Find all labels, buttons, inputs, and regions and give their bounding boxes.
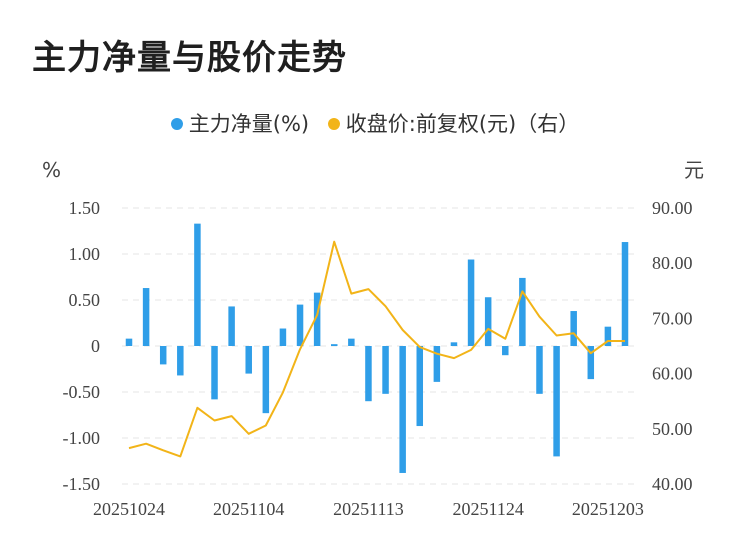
bar xyxy=(211,346,218,400)
x-tick-label: 20251024 xyxy=(93,499,165,519)
x-tick-label: 20251203 xyxy=(572,499,644,519)
bar xyxy=(433,346,441,382)
line-series xyxy=(128,240,626,458)
bar xyxy=(450,342,458,346)
bar xyxy=(313,292,321,346)
y-left-tick-label: -0.50 xyxy=(63,382,101,402)
bar xyxy=(587,346,595,380)
y-left-tick-label: 0 xyxy=(91,336,100,356)
bar xyxy=(348,338,355,346)
y-right-axis-unit: 元 xyxy=(684,158,704,182)
bar xyxy=(365,346,372,402)
axes: 1.50 1.00 0.50 0 -0.50 -1.00 -1.50 90.00 80.00 70… xyxy=(42,158,704,519)
bar xyxy=(519,277,526,346)
bar xyxy=(553,346,560,457)
y-left-tick-label: 1.50 xyxy=(69,198,101,218)
bar xyxy=(570,311,577,346)
y-left-tick-label: -1.00 xyxy=(63,428,101,448)
bar xyxy=(177,346,184,376)
y-left-tick-label: 0.50 xyxy=(69,290,101,310)
close-price-line xyxy=(128,240,625,458)
bar xyxy=(399,346,406,473)
bar xyxy=(467,259,475,346)
bar xyxy=(142,288,150,346)
legend-item-close-price[interactable]: 收盘价:前复权(元)（右） xyxy=(327,108,580,138)
bar xyxy=(125,338,133,346)
bar xyxy=(604,326,612,346)
y-right-tick-label: 50.00 xyxy=(652,419,693,439)
y-left-tick-label: -1.50 xyxy=(63,474,101,494)
y-right-tick-label: 70.00 xyxy=(652,308,693,328)
bar xyxy=(279,328,287,346)
bar xyxy=(382,346,389,394)
y-right-tick-label: 60.00 xyxy=(652,364,693,384)
bar xyxy=(262,346,270,414)
bar xyxy=(621,242,629,346)
chart-title: 主力净量与股价走势 xyxy=(32,38,347,78)
legend-dot-orange xyxy=(327,118,340,130)
bar xyxy=(296,304,304,346)
legend: 主力净量(%) 收盘价:前复权(元)（右） xyxy=(0,108,750,138)
legend-label-net-volume: 主力净量(%) xyxy=(188,112,310,136)
legend-label-close-price: 收盘价:前复权(元)（右） xyxy=(345,112,580,136)
y-right-tick-label: 40.00 xyxy=(652,474,693,494)
bar xyxy=(330,344,338,346)
bar xyxy=(228,306,235,346)
x-tick-label: 20251124 xyxy=(453,499,524,519)
x-tick-label: 20251104 xyxy=(213,499,284,519)
y-right-tick-label: 80.00 xyxy=(652,253,693,273)
bar-series xyxy=(125,223,629,473)
y-right-tick-label: 90.00 xyxy=(652,198,693,218)
bar xyxy=(536,346,543,394)
x-tick-label: 20251113 xyxy=(333,499,404,519)
legend-item-net-volume[interactable]: 主力净量(%) xyxy=(170,108,310,138)
bar xyxy=(159,346,167,365)
bar xyxy=(416,346,424,427)
y-left-tick-label: 1.00 xyxy=(69,244,101,264)
y-left-axis-unit: % xyxy=(42,158,61,182)
bar xyxy=(245,346,252,374)
bar xyxy=(194,223,201,346)
legend-dot-blue xyxy=(170,118,183,130)
bar xyxy=(484,297,492,346)
bar xyxy=(502,346,509,356)
